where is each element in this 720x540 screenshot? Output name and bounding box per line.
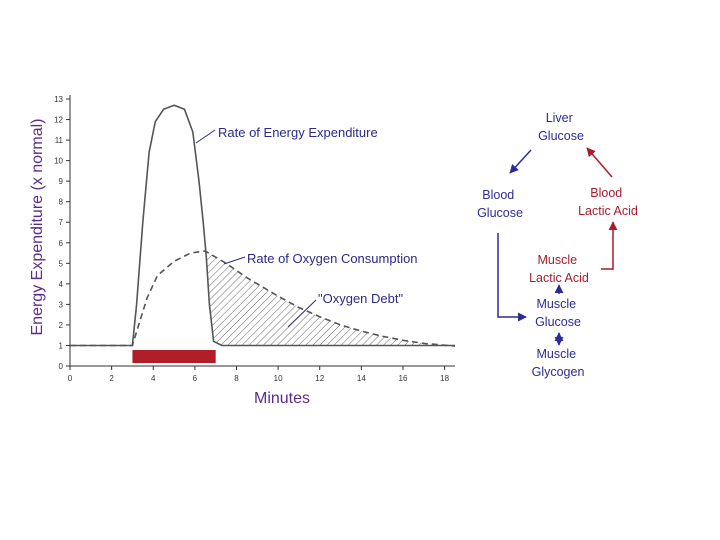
oxygen-debt-annotation: "Oxygen Debt": [318, 291, 403, 306]
y-tick-label: 9: [59, 177, 64, 186]
y-tick-label: 12: [54, 116, 63, 125]
arrow-blood-lactic-to-liver: [586, 147, 613, 178]
oxygen-debt-pointer: [287, 299, 317, 328]
energy-expenditure-line: [70, 104, 455, 347]
y-tick-label: 2: [59, 321, 64, 330]
y-tick-label: 3: [59, 300, 64, 309]
y-tick-label: 11: [55, 136, 64, 145]
arrow-liver-to-blood-glucose: [509, 149, 532, 174]
y-tick-label: 5: [59, 259, 64, 268]
y-tick-label: 8: [59, 198, 64, 207]
liver-glucose-node: Liver Glucose: [538, 111, 584, 143]
y-axis-label: Energy Expenditure (x normal): [29, 119, 46, 336]
energy-annotation-pointer: [195, 129, 216, 144]
muscle-glucose-node: Muscle Glucose: [535, 297, 581, 329]
y-tick-label: 7: [59, 218, 64, 227]
blood-lactic-acid-node: Blood Lactic Acid: [578, 186, 638, 218]
y-tick-label: 0: [59, 362, 64, 371]
x-axis-label: Minutes: [254, 390, 310, 407]
y-tick-label: 6: [59, 239, 64, 248]
muscle-lactic-acid-node: Muscle Lactic Acid: [529, 253, 589, 285]
cori-cycle-diagram: Liver Glucose Blood Glucose Blood Lactic…: [477, 111, 638, 379]
exercise-label: Exercise: [146, 333, 194, 347]
y-tick-label: 10: [54, 157, 63, 166]
arrow-muscle-lactic-to-blood-lactic: [601, 221, 618, 270]
x-tick-label: 14: [357, 374, 366, 383]
oxygen-consumption-annotation: Rate of Oxygen Consumption: [247, 251, 418, 266]
x-tick-label: 12: [315, 374, 324, 383]
oxygen-annotation-pointer: [223, 256, 246, 265]
y-tick-label: 13: [54, 95, 63, 104]
oxygen-consumption-line: [70, 250, 456, 347]
arrow-blood-glucose-to-muscle-glucose: [497, 233, 527, 322]
energy-expenditure-annotation: Rate of Energy Expenditure: [218, 125, 378, 140]
muscle-glycogen-node: Muscle Glycogen: [532, 347, 585, 379]
exercise-bar: [132, 350, 216, 363]
y-tick-label: 4: [59, 280, 64, 289]
x-tick-label: 0: [68, 374, 73, 383]
x-tick-label: 10: [274, 374, 283, 383]
x-ticks: 0 2 4 6 8 10 12 14 16 18: [68, 366, 450, 383]
x-tick-label: 18: [440, 374, 449, 383]
oxygen-debt-area: [207, 252, 455, 347]
x-tick-label: 4: [151, 374, 156, 383]
x-tick-label: 8: [234, 374, 239, 383]
x-tick-label: 2: [109, 374, 114, 383]
y-tick-label: 1: [59, 341, 64, 350]
x-tick-label: 6: [193, 374, 198, 383]
x-tick-label: 16: [399, 374, 408, 383]
blood-glucose-node: Blood Glucose: [477, 188, 523, 220]
